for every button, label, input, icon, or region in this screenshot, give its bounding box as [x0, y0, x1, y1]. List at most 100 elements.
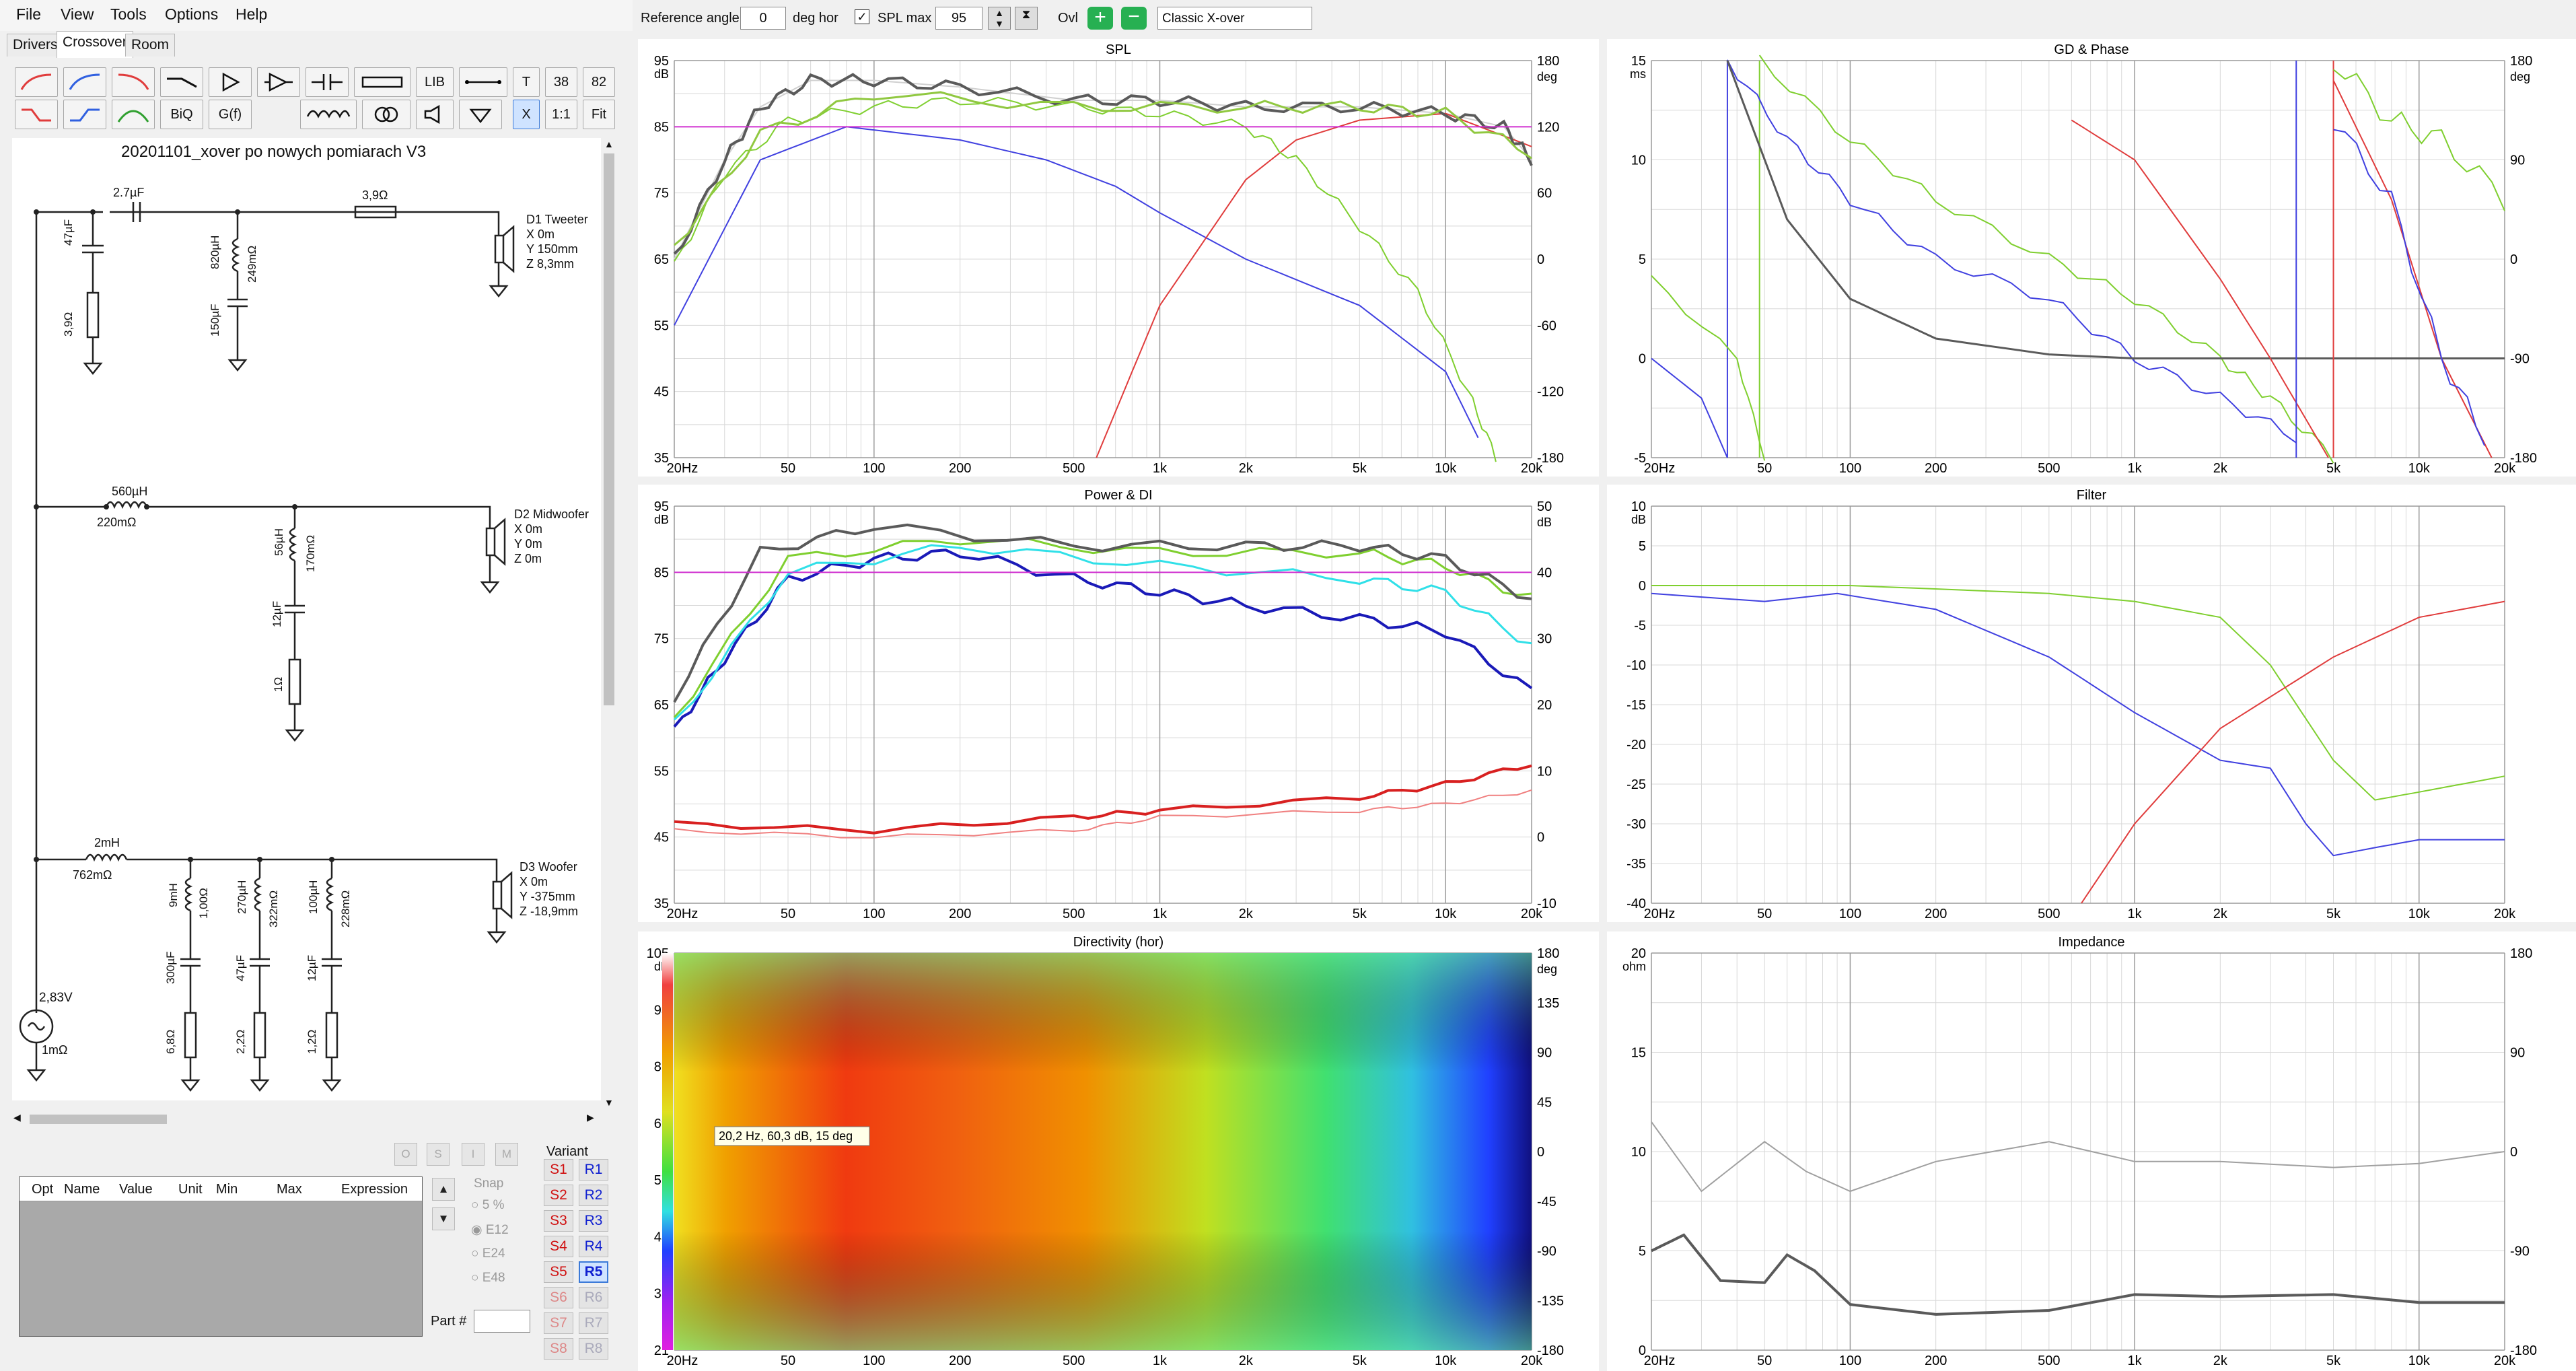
- variant-r6-button[interactable]: R6: [579, 1287, 608, 1308]
- x-tick-label: 20Hz: [667, 461, 699, 476]
- y-unit-label: dB: [654, 67, 669, 81]
- menu-help[interactable]: Help: [236, 5, 268, 23]
- capacitor-button[interactable]: [306, 67, 349, 97]
- transformer-button[interactable]: [362, 100, 410, 129]
- value-38-button[interactable]: 38: [545, 67, 577, 97]
- variant-r5-button[interactable]: R5: [579, 1261, 608, 1283]
- snap-5-radio[interactable]: ○ 5 %: [471, 1198, 505, 1212]
- x-tick-label: 20Hz: [667, 907, 699, 921]
- scroll-up-icon[interactable]: ▲: [604, 139, 614, 149]
- highpass-red-button[interactable]: [15, 67, 58, 97]
- x-tick-label: 20Hz: [1644, 461, 1676, 476]
- preset-name-input[interactable]: Classic X-over: [1157, 7, 1312, 30]
- y2-tick-label: -180: [2510, 1343, 2537, 1358]
- x-tick-label: 50: [781, 907, 795, 921]
- variant-s4-button[interactable]: S4: [544, 1236, 573, 1257]
- variant-r8-button[interactable]: R8: [579, 1338, 608, 1360]
- scale-1-1-button[interactable]: 1:1: [545, 100, 577, 129]
- optimizer-table[interactable]: [19, 1176, 423, 1337]
- variant-r2-button[interactable]: R2: [579, 1185, 608, 1206]
- menu-view[interactable]: View: [61, 5, 94, 23]
- schematic-vscroll-thumb[interactable]: [604, 153, 614, 705]
- overlay-remove-icon[interactable]: −: [1121, 7, 1147, 30]
- fit-button[interactable]: Fit: [583, 100, 615, 129]
- spl-max-input[interactable]: 95: [935, 7, 982, 30]
- x-tick-label: 1k: [2128, 907, 2143, 921]
- x-toggle-button[interactable]: X: [513, 100, 540, 129]
- ground-icon: [469, 108, 492, 124]
- schematic-canvas[interactable]: [12, 138, 604, 1100]
- snap-e12-radio[interactable]: ◉ E12: [471, 1223, 509, 1237]
- power-curve-green: [673, 537, 1532, 718]
- filter-red-button[interactable]: [15, 100, 58, 129]
- variant-r4-button[interactable]: R4: [579, 1236, 608, 1257]
- tab-room[interactable]: Room: [125, 34, 176, 57]
- menu-options[interactable]: Options: [165, 5, 219, 23]
- variant-s1-button[interactable]: S1: [544, 1159, 573, 1181]
- variant-s5-button[interactable]: S5: [544, 1261, 573, 1283]
- resistor-button[interactable]: [354, 67, 410, 97]
- x-tick-label: 10k: [1435, 461, 1457, 476]
- text-button[interactable]: T: [513, 67, 540, 97]
- menu-file[interactable]: File: [16, 5, 42, 23]
- variant-s8-button[interactable]: S8: [544, 1338, 573, 1360]
- scroll-right-icon[interactable]: ▶: [587, 1112, 594, 1123]
- amplifier-button[interactable]: [257, 67, 300, 97]
- variant-s6-button[interactable]: S6: [544, 1287, 573, 1308]
- snap-e24-radio[interactable]: ○ E24: [471, 1246, 505, 1261]
- part-number-input[interactable]: [474, 1310, 530, 1333]
- bandpass-green-button[interactable]: [112, 100, 155, 129]
- y-tick-label: 55: [654, 318, 669, 333]
- speaker-button[interactable]: [416, 100, 454, 129]
- move-down-icon[interactable]: ▼: [432, 1207, 455, 1230]
- variant-s2-button[interactable]: S2: [544, 1185, 573, 1206]
- x-tick-label: 5k: [2326, 1354, 2341, 1368]
- tab-drivers[interactable]: Drivers: [7, 34, 64, 57]
- biquad-button[interactable]: BiQ: [160, 100, 203, 129]
- overlay-add-icon[interactable]: +: [1087, 7, 1113, 30]
- opt-i-button[interactable]: I: [462, 1143, 485, 1166]
- inductor-button[interactable]: [300, 100, 357, 129]
- sum-curve-green: [674, 91, 1532, 246]
- tab-crossover[interactable]: Crossover: [57, 31, 133, 58]
- shelf-button[interactable]: [160, 67, 203, 97]
- spl-chart[interactable]: SPL 20Hz 50 100 200 500 1k 2k 5k 10k 20k 95 85 75 65 55…: [638, 39, 1599, 477]
- filter-blue-button[interactable]: [63, 100, 106, 129]
- spl-max-spinner[interactable]: ▲ ▼: [988, 7, 1011, 30]
- variant-r3-button[interactable]: R3: [579, 1210, 608, 1232]
- variant-s3-button[interactable]: S3: [544, 1210, 573, 1232]
- highpass-blue-button[interactable]: [63, 67, 106, 97]
- opt-o-button[interactable]: O: [394, 1143, 417, 1166]
- tweeter-shunt-ind-r-label: 249mΩ: [246, 245, 258, 283]
- wire-button[interactable]: [459, 67, 507, 97]
- opt-s-button[interactable]: S: [427, 1143, 450, 1166]
- spl-max-checkbox[interactable]: ✓: [855, 9, 869, 24]
- directivity-overlay: [674, 953, 1532, 1350]
- gf-button[interactable]: G(f): [209, 100, 252, 129]
- schematic-hscroll-thumb[interactable]: [30, 1115, 167, 1124]
- y2-tick-label: 10: [1537, 764, 1552, 779]
- spl-max-reset-icon[interactable]: ⧗: [1015, 7, 1038, 30]
- ground-button[interactable]: [459, 100, 502, 129]
- menu-tools[interactable]: Tools: [110, 5, 147, 23]
- scroll-down-icon[interactable]: ▼: [604, 1097, 614, 1108]
- snap-e48-radio[interactable]: ○ E48: [471, 1271, 505, 1285]
- directivity-chart[interactable]: Directivity (hor) 20Hz 50 100 200 500 1k 2k 5k 10…: [638, 931, 1599, 1371]
- variant-r7-button[interactable]: R7: [579, 1312, 608, 1334]
- x-tick-label: 20k: [2494, 907, 2516, 921]
- value-82-button[interactable]: 82: [583, 67, 615, 97]
- play-button[interactable]: [209, 67, 252, 97]
- lowpass-red-button[interactable]: [112, 67, 155, 97]
- move-up-icon[interactable]: ▲: [432, 1178, 455, 1201]
- opt-m-button[interactable]: M: [495, 1143, 518, 1166]
- library-button[interactable]: LIB: [416, 67, 454, 97]
- variant-r1-button[interactable]: R1: [579, 1159, 608, 1181]
- reference-angle-input[interactable]: 0: [740, 7, 786, 30]
- scroll-left-icon[interactable]: ◀: [13, 1112, 21, 1123]
- variant-s7-button[interactable]: S7: [544, 1312, 573, 1334]
- y-tick-label: -15: [1626, 698, 1646, 713]
